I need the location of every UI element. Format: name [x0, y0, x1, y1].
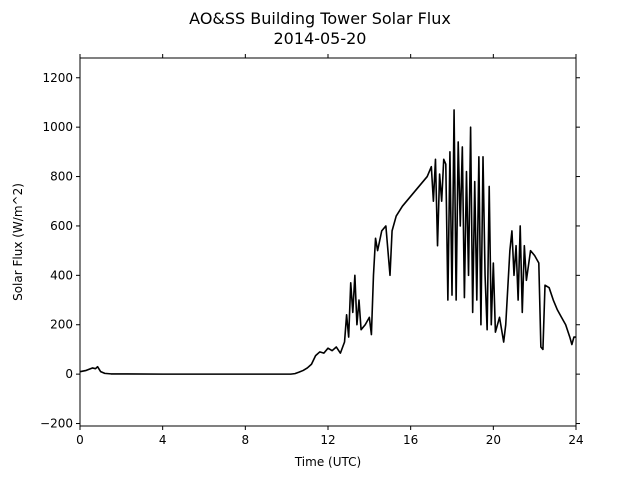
y-tick-label: 1200 — [42, 71, 73, 85]
x-tick-label: 20 — [486, 433, 501, 447]
y-tick-label: 800 — [50, 170, 73, 184]
x-tick-label: 4 — [159, 433, 167, 447]
y-tick-label: −200 — [40, 417, 73, 431]
plot-frame — [79, 57, 577, 427]
x-tick-label: 0 — [76, 433, 84, 447]
y-axis-label: Solar Flux (W/m^2) — [11, 183, 25, 301]
y-tick-label: 1000 — [42, 120, 73, 134]
x-tick-label: 24 — [568, 433, 583, 447]
y-tick-label: 0 — [65, 367, 73, 381]
x-tick-label: 8 — [242, 433, 250, 447]
y-tick-label: 400 — [50, 268, 73, 282]
y-tick-label: 600 — [50, 219, 73, 233]
chart-subtitle: 2014-05-20 — [274, 29, 367, 48]
data-line — [79, 109, 576, 375]
x-tick-label: 16 — [403, 433, 418, 447]
x-axis-label: Time (UTC) — [294, 455, 361, 469]
y-tick-label: 200 — [50, 318, 73, 332]
chart-title: AO&SS Building Tower Solar Flux — [189, 9, 451, 28]
x-tick-label: 12 — [320, 433, 335, 447]
